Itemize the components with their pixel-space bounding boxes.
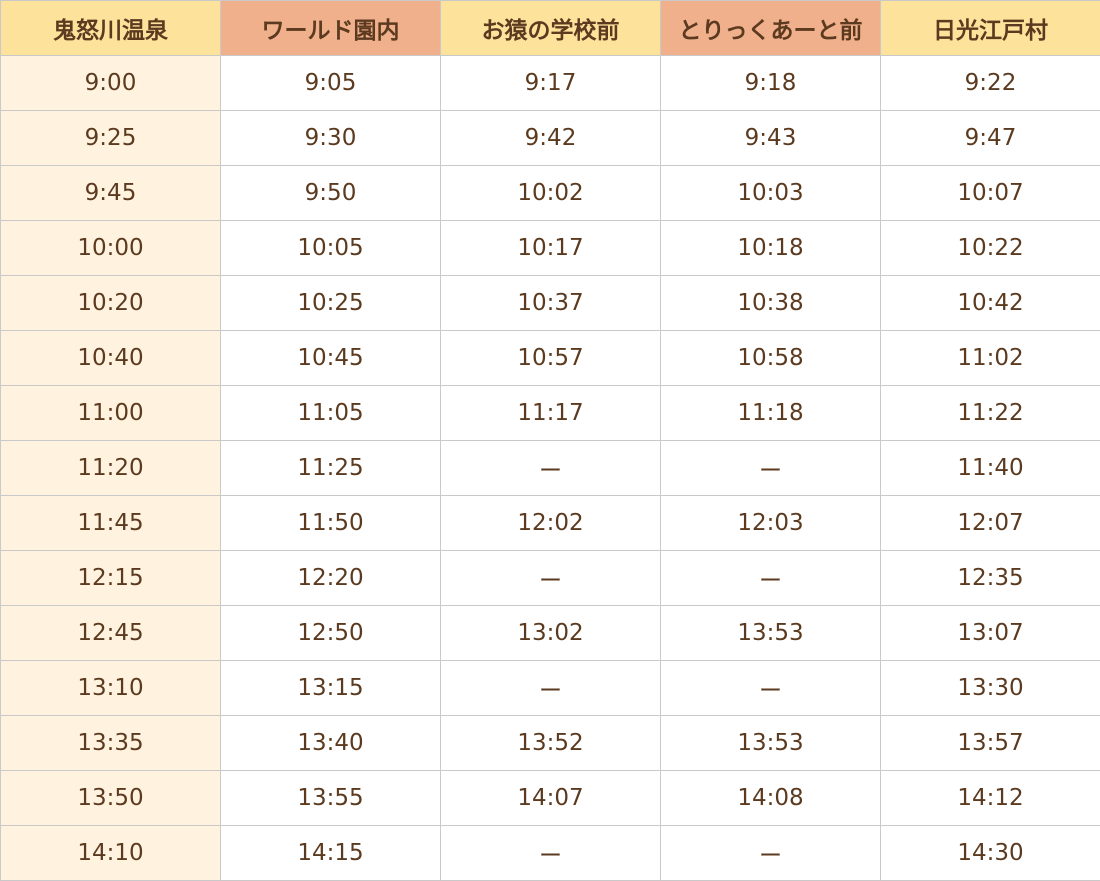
time-cell-world-entrance: 9:05 [220, 55, 441, 111]
time-cell-kinugawa-onsen: 10:20 [0, 275, 221, 331]
time-cell-nikko-edomura: 14:30 [880, 825, 1100, 881]
time-cell-trick-art: 13:53 [660, 605, 881, 661]
time-cell-trick-art: 9:18 [660, 55, 881, 111]
table-row: 12:15 12:20 ーー 12:35 [0, 550, 1100, 606]
time-cell-world-entrance: 14:15 [220, 825, 441, 881]
time-cell-kinugawa-onsen: 12:45 [0, 605, 221, 661]
time-cell-nikko-edomura: 10:07 [880, 165, 1100, 221]
time-cell-kinugawa-onsen: 9:45 [0, 165, 221, 221]
time-cell-nikko-edomura: 11:02 [880, 330, 1100, 386]
time-cell-trick-art: 10:38 [660, 275, 881, 331]
time-cell-trick-art: ー [660, 550, 881, 606]
time-cell-kinugawa-onsen: 13:50 [0, 770, 221, 826]
table-row: 12:45 12:50 13:02 13:53 13:07 [0, 605, 1100, 661]
time-cell-nikko-edomura: 14:12 [880, 770, 1100, 826]
time-cell-monkey-school: ー [440, 550, 661, 606]
time-cell-monkey-school: 12:02 [440, 495, 661, 551]
table-row: 9:00 9:05 9:17 9:18 9:22 [0, 55, 1100, 111]
time-cell-kinugawa-onsen: 13:35 [0, 715, 221, 771]
time-cell-world-entrance: 11:25 [220, 440, 441, 496]
time-cell-kinugawa-onsen: 9:25 [0, 110, 221, 166]
time-cell-kinugawa-onsen: 9:00 [0, 55, 221, 111]
time-cell-monkey-school: 13:52 [440, 715, 661, 771]
time-cell-world-entrance: 13:55 [220, 770, 441, 826]
time-cell-monkey-school: ー [440, 660, 661, 716]
table-row: 11:00 11:05 11:17 11:18 11:22 [0, 385, 1100, 441]
header-monkey-school: お猿の学校前 [440, 0, 661, 56]
time-cell-world-entrance: 11:50 [220, 495, 441, 551]
header-row: 鬼怒川温泉 ワールド園内 お猿の学校前 とりっくあーと前 日光江戸村 [0, 0, 1100, 56]
time-cell-trick-art: 10:58 [660, 330, 881, 386]
time-cell-nikko-edomura: 10:22 [880, 220, 1100, 276]
time-cell-kinugawa-onsen: 10:00 [0, 220, 221, 276]
time-cell-trick-art: 13:53 [660, 715, 881, 771]
time-cell-world-entrance: 13:15 [220, 660, 441, 716]
time-cell-trick-art: ー [660, 440, 881, 496]
header-trick-art: とりっくあーと前 [660, 0, 881, 56]
time-cell-monkey-school: 13:02 [440, 605, 661, 661]
time-cell-world-entrance: 10:25 [220, 275, 441, 331]
time-cell-nikko-edomura: 12:35 [880, 550, 1100, 606]
time-cell-world-entrance: 10:05 [220, 220, 441, 276]
time-cell-world-entrance: 11:05 [220, 385, 441, 441]
table-row: 9:25 9:30 9:42 9:43 9:47 [0, 110, 1100, 166]
time-cell-kinugawa-onsen: 14:10 [0, 825, 221, 881]
time-cell-nikko-edomura: 11:22 [880, 385, 1100, 441]
time-cell-world-entrance: 9:50 [220, 165, 441, 221]
time-cell-trick-art: 10:18 [660, 220, 881, 276]
time-cell-world-entrance: 9:30 [220, 110, 441, 166]
time-cell-monkey-school: 10:57 [440, 330, 661, 386]
table-row: 10:00 10:05 10:17 10:18 10:22 [0, 220, 1100, 276]
time-cell-world-entrance: 13:40 [220, 715, 441, 771]
time-cell-monkey-school: 10:17 [440, 220, 661, 276]
time-cell-trick-art: 10:03 [660, 165, 881, 221]
time-cell-trick-art: 14:08 [660, 770, 881, 826]
time-cell-world-entrance: 10:45 [220, 330, 441, 386]
time-cell-monkey-school: 10:37 [440, 275, 661, 331]
table-row: 11:45 11:50 12:02 12:03 12:07 [0, 495, 1100, 551]
table-row: 10:20 10:25 10:37 10:38 10:42 [0, 275, 1100, 331]
time-cell-monkey-school: 10:02 [440, 165, 661, 221]
time-cell-trick-art: ー [660, 660, 881, 716]
time-cell-kinugawa-onsen: 11:00 [0, 385, 221, 441]
time-cell-nikko-edomura: 9:47 [880, 110, 1100, 166]
time-cell-monkey-school: 9:42 [440, 110, 661, 166]
time-cell-kinugawa-onsen: 11:45 [0, 495, 221, 551]
time-cell-kinugawa-onsen: 11:20 [0, 440, 221, 496]
table-row: 14:10 14:15 ーー 14:30 [0, 825, 1100, 881]
table-row: 13:10 13:15 ーー 13:30 [0, 660, 1100, 716]
timetable-body: 9:00 9:05 9:17 9:18 9:22 9:25 9:30 9:42 9:43 9:47… [0, 55, 1100, 881]
header-kinugawa-onsen: 鬼怒川温泉 [0, 0, 221, 56]
table-row: 13:50 13:55 14:07 14:08 14:12 [0, 770, 1100, 826]
header-nikko-edomura: 日光江戸村 [880, 0, 1100, 56]
time-cell-monkey-school: 11:17 [440, 385, 661, 441]
time-cell-nikko-edomura: 13:30 [880, 660, 1100, 716]
table-row: 13:35 13:40 13:52 13:53 13:57 [0, 715, 1100, 771]
time-cell-nikko-edomura: 12:07 [880, 495, 1100, 551]
time-cell-monkey-school: 9:17 [440, 55, 661, 111]
table-row: 11:20 11:25 ーー 11:40 [0, 440, 1100, 496]
time-cell-kinugawa-onsen: 10:40 [0, 330, 221, 386]
time-cell-world-entrance: 12:50 [220, 605, 441, 661]
table-row: 10:40 10:45 10:57 10:58 11:02 [0, 330, 1100, 386]
time-cell-nikko-edomura: 9:22 [880, 55, 1100, 111]
time-cell-nikko-edomura: 13:07 [880, 605, 1100, 661]
time-cell-monkey-school: 14:07 [440, 770, 661, 826]
time-cell-nikko-edomura: 10:42 [880, 275, 1100, 331]
table-row: 9:45 9:50 10:02 10:03 10:07 [0, 165, 1100, 221]
time-cell-kinugawa-onsen: 12:15 [0, 550, 221, 606]
time-cell-kinugawa-onsen: 13:10 [0, 660, 221, 716]
time-cell-monkey-school: ー [440, 440, 661, 496]
header-world-entrance: ワールド園内 [220, 0, 441, 56]
time-cell-nikko-edomura: 13:57 [880, 715, 1100, 771]
time-cell-trick-art: 9:43 [660, 110, 881, 166]
time-cell-trick-art: 11:18 [660, 385, 881, 441]
time-cell-trick-art: ー [660, 825, 881, 881]
time-cell-trick-art: 12:03 [660, 495, 881, 551]
time-cell-world-entrance: 12:20 [220, 550, 441, 606]
time-cell-monkey-school: ー [440, 825, 661, 881]
time-cell-nikko-edomura: 11:40 [880, 440, 1100, 496]
